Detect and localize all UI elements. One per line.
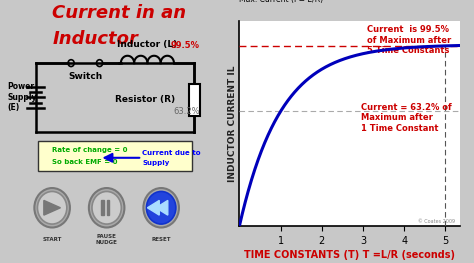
X-axis label: TIME CONSTANTS (T) T =L/R (seconds): TIME CONSTANTS (T) T =L/R (seconds): [244, 250, 455, 260]
Text: PAUSE
NUDGE: PAUSE NUDGE: [96, 234, 118, 245]
Polygon shape: [156, 200, 168, 215]
Text: Resistor (R): Resistor (R): [115, 95, 175, 104]
Text: 99.5%: 99.5%: [171, 41, 200, 50]
Circle shape: [37, 191, 67, 224]
Text: © Coates 2009: © Coates 2009: [419, 219, 456, 224]
Polygon shape: [107, 200, 109, 215]
Text: Current in an: Current in an: [52, 4, 186, 22]
Text: 63.2%: 63.2%: [173, 107, 200, 116]
Text: Switch: Switch: [68, 72, 102, 81]
Circle shape: [92, 191, 121, 224]
FancyBboxPatch shape: [38, 141, 192, 171]
Polygon shape: [44, 200, 61, 215]
Text: Current  is 99.5%
of Maximum after
5 Time Constants: Current is 99.5% of Maximum after 5 Time…: [367, 25, 451, 55]
Circle shape: [146, 191, 176, 224]
Text: So back EMF = 0: So back EMF = 0: [52, 159, 118, 165]
Text: Max. Current (I = E/R): Max. Current (I = E/R): [239, 0, 323, 4]
Circle shape: [35, 188, 70, 227]
Circle shape: [143, 188, 179, 227]
Text: RESET: RESET: [151, 237, 171, 242]
Text: Inductor (L): Inductor (L): [117, 40, 178, 49]
Bar: [189, 84, 200, 116]
Text: START: START: [43, 237, 62, 242]
Polygon shape: [147, 200, 159, 215]
Text: Current due to: Current due to: [142, 150, 201, 155]
Text: Supply: Supply: [142, 160, 170, 166]
Polygon shape: [101, 200, 104, 215]
Circle shape: [89, 188, 124, 227]
Y-axis label: INDUCTOR CURRENT IL: INDUCTOR CURRENT IL: [228, 65, 237, 182]
Text: Inductor: Inductor: [52, 30, 138, 48]
Text: Power
Supply
(E): Power Supply (E): [7, 82, 36, 112]
Text: Current = 63.2% of
Maximum after
1 Time Constant: Current = 63.2% of Maximum after 1 Time …: [361, 103, 451, 133]
Text: Rate of change = 0: Rate of change = 0: [52, 147, 128, 153]
